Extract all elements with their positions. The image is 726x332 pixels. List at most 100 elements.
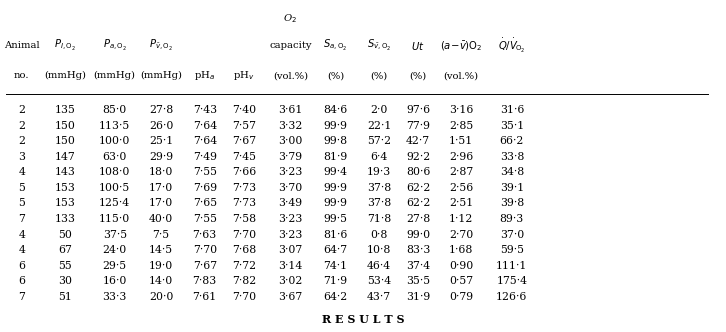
Text: 57·2: 57·2 [367, 136, 391, 146]
Text: 3·16: 3·16 [449, 105, 473, 115]
Text: 125·4: 125·4 [99, 199, 130, 208]
Text: 46·4: 46·4 [367, 261, 391, 271]
Text: 37·5: 37·5 [102, 229, 127, 239]
Text: 7·64: 7·64 [192, 121, 217, 131]
Text: 37·8: 37·8 [367, 199, 391, 208]
Text: 71·8: 71·8 [367, 214, 391, 224]
Text: 81·9: 81·9 [323, 152, 348, 162]
Text: 37·0: 37·0 [499, 229, 524, 239]
Text: 17·0: 17·0 [149, 183, 174, 193]
Text: 59·5: 59·5 [499, 245, 524, 255]
Text: 6: 6 [18, 276, 25, 286]
Text: 7: 7 [18, 292, 25, 302]
Text: 7·58: 7·58 [232, 214, 256, 224]
Text: 2: 2 [18, 121, 25, 131]
Text: 1·68: 1·68 [449, 245, 473, 255]
Text: 3·02: 3·02 [278, 276, 303, 286]
Text: 66·2: 66·2 [499, 136, 524, 146]
Text: 2·87: 2·87 [449, 167, 473, 177]
Text: 83·3: 83·3 [406, 245, 431, 255]
Text: 99·0: 99·0 [406, 229, 431, 239]
Text: 27·8: 27·8 [406, 214, 431, 224]
Text: 40·0: 40·0 [149, 214, 174, 224]
Text: 99·4: 99·4 [323, 167, 348, 177]
Text: 99·8: 99·8 [323, 136, 348, 146]
Text: 39·1: 39·1 [499, 183, 524, 193]
Text: 7·43: 7·43 [192, 105, 217, 115]
Text: 62·2: 62·2 [406, 199, 431, 208]
Text: 3·23: 3·23 [278, 229, 303, 239]
Text: 67: 67 [58, 245, 73, 255]
Text: 143: 143 [55, 167, 76, 177]
Text: 7·73: 7·73 [232, 199, 256, 208]
Text: 99·9: 99·9 [323, 183, 348, 193]
Text: 150: 150 [55, 136, 76, 146]
Text: 4: 4 [18, 229, 25, 239]
Text: 7·64: 7·64 [192, 136, 217, 146]
Text: 64·2: 64·2 [323, 292, 348, 302]
Text: (mmHg): (mmHg) [44, 71, 86, 80]
Text: 3·32: 3·32 [278, 121, 303, 131]
Text: 7·70: 7·70 [232, 229, 256, 239]
Text: 5: 5 [18, 183, 25, 193]
Text: 22·1: 22·1 [367, 121, 391, 131]
Text: 29·5: 29·5 [102, 261, 127, 271]
Text: 6·4: 6·4 [370, 152, 388, 162]
Text: 99·9: 99·9 [323, 121, 348, 131]
Text: 92·2: 92·2 [406, 152, 431, 162]
Text: 3·79: 3·79 [278, 152, 303, 162]
Text: 2·0: 2·0 [370, 105, 388, 115]
Text: 19·3: 19·3 [367, 167, 391, 177]
Text: 33·3: 33·3 [102, 292, 127, 302]
Text: 7·70: 7·70 [232, 292, 256, 302]
Text: 99·9: 99·9 [323, 199, 348, 208]
Text: 89·3: 89·3 [499, 214, 524, 224]
Text: (vol.%): (vol.%) [273, 71, 308, 80]
Text: 50: 50 [58, 229, 73, 239]
Text: 74·1: 74·1 [323, 261, 348, 271]
Text: 7·57: 7·57 [232, 121, 256, 131]
Text: 64·7: 64·7 [323, 245, 348, 255]
Text: 6: 6 [18, 261, 25, 271]
Text: 153: 153 [55, 199, 76, 208]
Text: capacity: capacity [269, 41, 311, 50]
Text: 7·65: 7·65 [192, 199, 217, 208]
Text: 133: 133 [55, 214, 76, 224]
Text: 1·12: 1·12 [449, 214, 473, 224]
Text: 14·0: 14·0 [149, 276, 174, 286]
Text: (%): (%) [370, 71, 388, 80]
Text: 37·8: 37·8 [367, 183, 391, 193]
Text: 3·49: 3·49 [278, 199, 303, 208]
Text: 2·70: 2·70 [449, 229, 473, 239]
Text: 29·9: 29·9 [149, 152, 174, 162]
Text: 39·8: 39·8 [499, 199, 524, 208]
Text: 7·70: 7·70 [192, 245, 217, 255]
Text: 7·63: 7·63 [192, 229, 217, 239]
Text: 34·8: 34·8 [499, 167, 524, 177]
Text: 7·55: 7·55 [192, 167, 217, 177]
Text: R E S U L T S: R E S U L T S [322, 314, 404, 325]
Text: 7·49: 7·49 [192, 152, 217, 162]
Text: 2·51: 2·51 [449, 199, 473, 208]
Text: $Ut$: $Ut$ [412, 40, 425, 52]
Text: 27·8: 27·8 [149, 105, 174, 115]
Text: 97·6: 97·6 [406, 105, 431, 115]
Text: 126·6: 126·6 [496, 292, 528, 302]
Text: 2: 2 [18, 105, 25, 115]
Text: $\dot{Q}/\dot{V}_{\!\mathrm{O}_2}$: $\dot{Q}/\dot{V}_{\!\mathrm{O}_2}$ [498, 37, 526, 55]
Text: $S_{a,\mathrm{O}_2}$: $S_{a,\mathrm{O}_2}$ [323, 38, 348, 53]
Text: 2·96: 2·96 [449, 152, 473, 162]
Text: 2·85: 2·85 [449, 121, 473, 131]
Text: 3·70: 3·70 [278, 183, 303, 193]
Text: no.: no. [14, 71, 30, 80]
Text: 25·1: 25·1 [149, 136, 174, 146]
Text: 7·5: 7·5 [152, 229, 170, 239]
Text: 7·55: 7·55 [192, 214, 217, 224]
Text: 175·4: 175·4 [497, 276, 527, 286]
Text: 0·90: 0·90 [449, 261, 473, 271]
Text: $P_{I,\mathrm{O}_2}$: $P_{I,\mathrm{O}_2}$ [54, 38, 76, 53]
Text: 100·5: 100·5 [99, 183, 131, 193]
Text: 80·6: 80·6 [406, 167, 431, 177]
Text: 113·5: 113·5 [99, 121, 131, 131]
Text: 150: 150 [55, 121, 76, 131]
